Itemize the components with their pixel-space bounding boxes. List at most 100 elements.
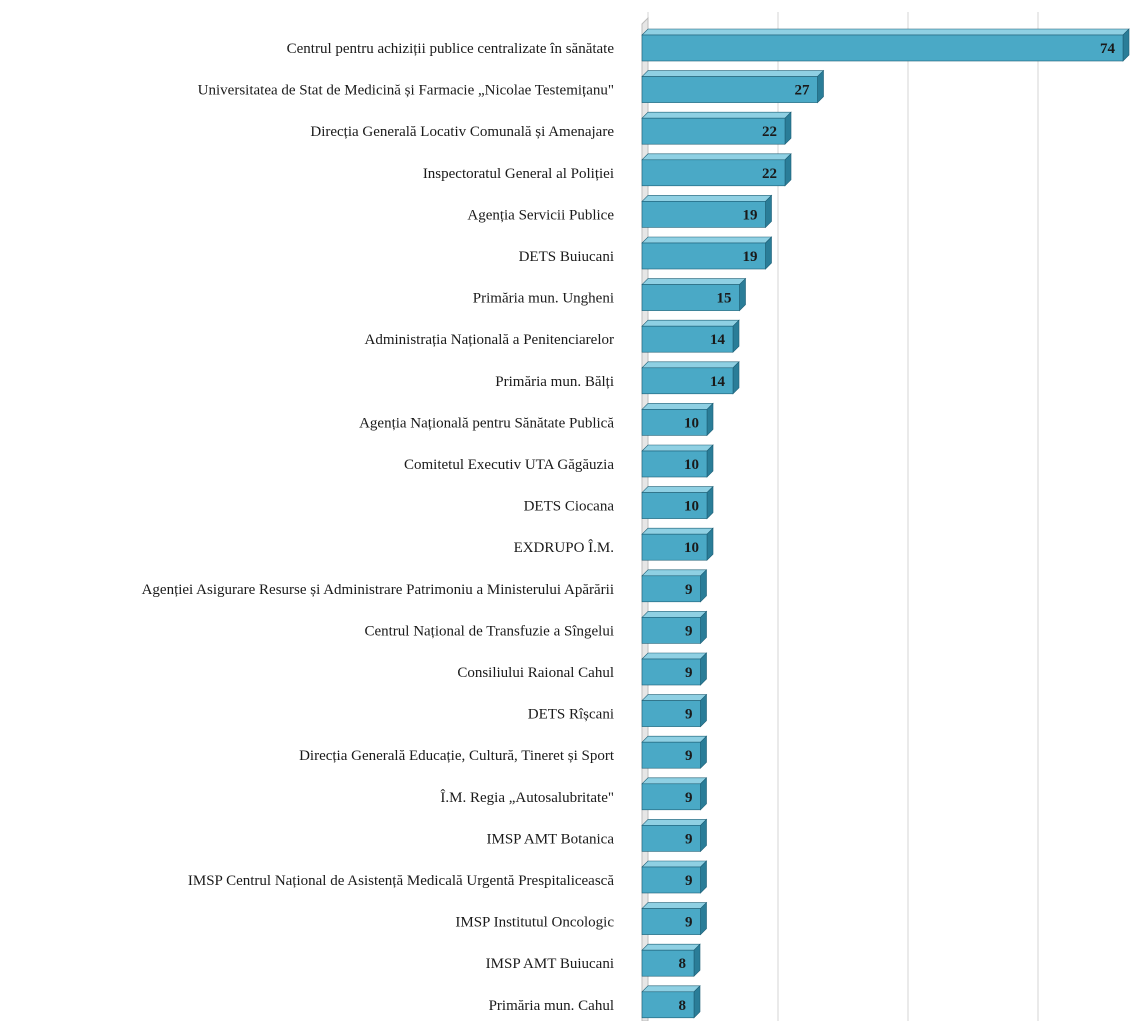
category-label-13: EXDRUPO Î.M.	[514, 539, 614, 556]
bar-16	[641, 652, 708, 686]
bar-front-face	[641, 617, 701, 644]
bar-14	[641, 569, 708, 603]
bar-4	[641, 153, 792, 187]
bar-24	[641, 985, 701, 1019]
bar-front-face	[641, 866, 701, 894]
bar-layer	[641, 28, 1130, 1019]
bar-1	[641, 28, 1130, 62]
value-label-9: 14	[710, 374, 726, 390]
category-label-14: Agenției Asigurare Resurse și Administra…	[142, 582, 614, 598]
category-label-3: Direcția Generală Locativ Comunală și Am…	[310, 124, 614, 140]
bar-side-face	[700, 610, 707, 645]
bar-top-face	[641, 403, 714, 410]
bar-side-face	[693, 985, 701, 1019]
bar-22	[641, 901, 708, 936]
bar-front-face	[641, 450, 708, 478]
bar-top-face	[641, 735, 708, 743]
bar-side-face	[706, 527, 714, 561]
bar-front-face	[641, 284, 740, 311]
bar-side-face	[765, 194, 772, 229]
value-label-7: 15	[717, 291, 732, 307]
bar-19	[641, 777, 708, 811]
category-label-5: Agenția Servicii Publice	[467, 207, 614, 223]
bar-top-face	[641, 278, 747, 285]
bar-side-face	[700, 860, 707, 894]
value-label-16: 9	[685, 665, 693, 681]
bar-side-face	[700, 652, 707, 686]
bar-side-face	[784, 111, 792, 145]
bar-11	[641, 444, 714, 478]
bar-top-face	[641, 361, 740, 369]
bar-side-face	[732, 319, 740, 353]
bar-15	[641, 610, 708, 645]
bar-side-face	[700, 818, 707, 853]
bar-9	[641, 361, 740, 395]
bar-front-face	[641, 367, 734, 395]
bar-side-face	[700, 901, 707, 936]
bar-6	[641, 236, 773, 270]
bar-top-face	[641, 652, 708, 660]
bar-front-face	[641, 783, 701, 811]
bar-front-face	[641, 76, 818, 103]
value-label-3: 22	[762, 124, 777, 140]
category-label-1: Centrul pentru achiziții publice central…	[287, 41, 615, 57]
value-label-12: 10	[684, 499, 699, 515]
category-label-9: Primăria mun. Bălți	[495, 374, 614, 390]
bar-top-face	[641, 486, 714, 493]
bar-2	[641, 69, 825, 104]
bar-side-face	[817, 69, 824, 104]
label-layer: 74 Centrul pentru achiziții publice centr…	[142, 41, 1116, 1014]
value-label-20: 9	[685, 831, 693, 847]
bar-front-face	[641, 658, 701, 686]
bar-front-face	[641, 242, 766, 270]
category-label-21: IMSP Centrul Național de Asistență Medic…	[188, 873, 614, 889]
bar-front-face	[641, 575, 701, 603]
bar-front-face	[641, 117, 786, 145]
value-label-10: 10	[684, 415, 699, 431]
category-label-7: Primăria mun. Ungheni	[473, 291, 614, 307]
value-label-13: 10	[684, 540, 699, 556]
bar-side-face	[765, 236, 772, 270]
bar-top-face	[641, 985, 701, 993]
bar-21	[641, 860, 708, 894]
bar-top-face	[641, 819, 708, 826]
bar-20	[641, 818, 708, 853]
category-label-11: Comitetul Executiv UTA Găgăuzia	[404, 457, 614, 473]
category-label-16: Consiliului Raional Cahul	[457, 665, 614, 681]
category-label-10: Agenția Națională pentru Sănătate Public…	[359, 415, 614, 431]
category-label-22: IMSP Institutul Oncologic	[455, 915, 614, 931]
bar-side-face	[700, 569, 707, 603]
bar-7	[641, 277, 747, 312]
value-label-4: 22	[762, 166, 777, 182]
bar-front-face	[641, 949, 695, 977]
category-label-23: IMSP AMT Buiucani	[486, 956, 614, 972]
category-label-12: DETS Ciocana	[524, 499, 615, 515]
bar-17	[641, 693, 708, 728]
bar-side-face	[706, 485, 714, 520]
bar-top-face	[641, 28, 1130, 36]
value-label-15: 9	[685, 623, 693, 639]
value-label-6: 19	[743, 249, 758, 265]
bar-top-face	[641, 111, 792, 119]
category-label-18: Direcția Generală Educație, Cultură, Tin…	[299, 748, 615, 764]
bar-top-face	[641, 195, 773, 202]
bar-top-face	[641, 860, 708, 868]
category-label-19: Î.M. Regia „Autosalubritate"	[440, 789, 614, 806]
value-label-21: 9	[685, 873, 693, 889]
bar-12	[641, 485, 714, 520]
value-label-1: 74	[1100, 41, 1116, 57]
category-label-4: Inspectoratul General al Poliției	[423, 166, 614, 182]
bar-23	[641, 943, 701, 977]
bar-front-face	[641, 492, 708, 519]
bar-front-face	[641, 34, 1124, 62]
bar-front-face	[641, 741, 701, 769]
bar-18	[641, 735, 708, 769]
value-label-22: 9	[685, 915, 693, 931]
bar-front-face	[641, 201, 766, 228]
category-label-2: Universitatea de Stat de Medicină și Far…	[198, 83, 614, 99]
bar-side-face	[700, 735, 707, 769]
bar-top-face	[641, 527, 714, 535]
value-label-23: 8	[679, 956, 687, 972]
bar-top-face	[641, 902, 708, 909]
